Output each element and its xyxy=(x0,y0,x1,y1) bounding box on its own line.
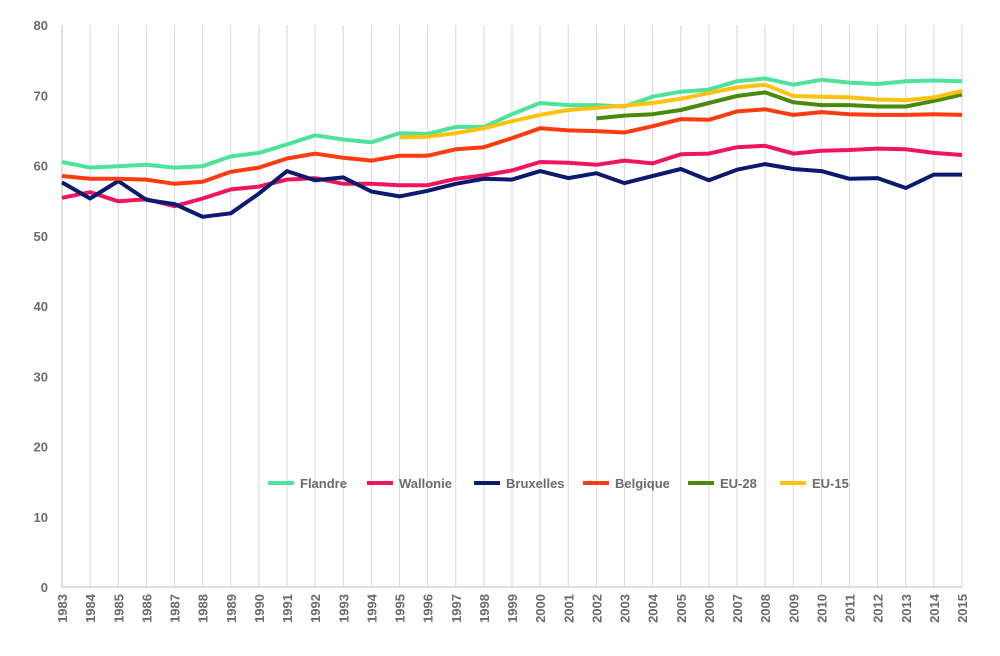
legend-item-flandre: Flandre xyxy=(268,476,347,491)
y-tick-label: 0 xyxy=(41,580,48,595)
x-tick-label: 1983 xyxy=(55,594,70,623)
legend-label-eu-15: EU-15 xyxy=(812,476,849,491)
x-tick-label: 1994 xyxy=(364,593,379,623)
x-tick-label: 1987 xyxy=(168,594,183,623)
legend-item-eu-15: EU-15 xyxy=(780,476,849,491)
x-tick-label: 1993 xyxy=(336,594,351,623)
x-axis-tick-labels: 1983 1984 1985 1986 1987 1988 1989 1990 1991 1992… xyxy=(55,593,970,623)
x-tick-label: 1999 xyxy=(505,594,520,623)
axes xyxy=(61,25,962,588)
x-tick-label: 1990 xyxy=(252,594,267,623)
x-tick-label: 2009 xyxy=(786,594,801,623)
x-tick-label: 2001 xyxy=(561,594,576,623)
y-tick-label: 30 xyxy=(34,369,48,384)
x-tick-label: 2002 xyxy=(589,594,604,623)
x-tick-label: 2015 xyxy=(955,594,970,623)
y-tick-label: 70 xyxy=(34,88,48,103)
y-tick-label: 50 xyxy=(34,229,48,244)
x-tick-label: 1986 xyxy=(139,594,154,623)
x-tick-label: 2010 xyxy=(814,594,829,623)
legend-label-belgique: Belgique xyxy=(615,476,670,491)
x-tick-label: 2013 xyxy=(899,594,914,623)
x-tick-label: 1988 xyxy=(196,594,211,623)
x-tick-label: 2000 xyxy=(533,594,548,623)
y-tick-label: 20 xyxy=(34,440,48,455)
legend-label-wallonie: Wallonie xyxy=(399,476,452,491)
x-tick-label: 2007 xyxy=(730,594,745,623)
x-tick-label: 1991 xyxy=(280,594,295,623)
x-tick-label: 2011 xyxy=(843,594,858,622)
x-tick-label: 2012 xyxy=(871,594,886,623)
x-tick-label: 2008 xyxy=(758,594,773,623)
y-axis-tick-labels: 0 10 20 30 40 50 60 70 80 xyxy=(34,18,48,595)
legend-item-belgique: Belgique xyxy=(583,476,670,491)
x-tick-label: 2004 xyxy=(646,593,661,623)
legend-item-wallonie: Wallonie xyxy=(367,476,452,491)
series-lines xyxy=(61,76,963,219)
series-line-bruxelles xyxy=(61,162,962,219)
y-tick-label: 40 xyxy=(34,299,48,314)
x-tick-label: 2003 xyxy=(618,594,633,623)
legend-label-bruxelles: Bruxelles xyxy=(506,476,565,491)
y-tick-label: 60 xyxy=(34,159,48,174)
x-tick-label: 1996 xyxy=(421,594,436,623)
x-tick-label: 1985 xyxy=(111,594,126,623)
legend-item-eu-28: EU-28 xyxy=(688,476,757,491)
legend-item-bruxelles: Bruxelles xyxy=(474,476,565,491)
x-tick-label: 1998 xyxy=(477,594,492,623)
x-tick-label: 1989 xyxy=(224,594,239,623)
y-tick-label: 10 xyxy=(34,510,48,525)
x-tick-label: 1992 xyxy=(308,594,323,623)
x-tick-label: 1995 xyxy=(393,594,408,623)
x-tick-label: 1997 xyxy=(449,594,464,623)
series-line-flandre xyxy=(61,76,963,170)
x-tick-label: 2014 xyxy=(927,593,942,623)
vertical-gridlines xyxy=(61,25,963,587)
series-line-eu-15 xyxy=(399,82,963,140)
y-tick-label: 80 xyxy=(34,18,48,33)
series-line-eu-28 xyxy=(596,90,963,121)
series-line-wallonie xyxy=(61,143,963,209)
legend-label-flandre: Flandre xyxy=(300,476,347,491)
x-tick-label: 2006 xyxy=(702,594,717,623)
x-tick-label: 2005 xyxy=(674,594,689,623)
x-tick-label: 1984 xyxy=(83,593,98,623)
legend-label-eu-28: EU-28 xyxy=(720,476,757,491)
legend: Flandre Wallonie Bruxelles Belgique EU-28 EU-… xyxy=(268,476,849,491)
series-line-belgique xyxy=(61,107,963,186)
